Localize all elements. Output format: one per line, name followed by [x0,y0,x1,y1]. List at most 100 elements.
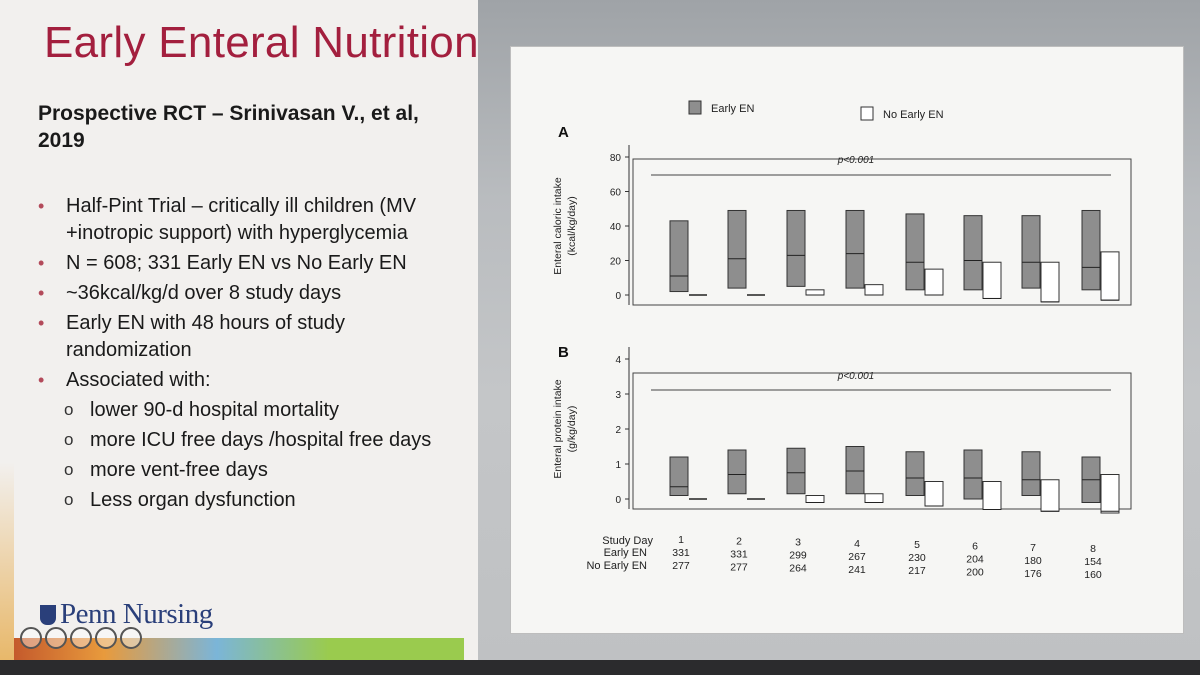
box-no-early-en-day-5 [924,481,944,507]
y-tick-label: 2 [615,425,621,436]
table-day-6: 6 [972,541,978,553]
panel-A-frame [632,158,1132,306]
table-early-en-day-1: 331 [672,547,690,559]
table-early-en-day-8: 154 [1084,556,1102,568]
y-tick-label: 60 [610,188,622,199]
box-no-early-en-day-3 [805,289,825,296]
bullet-item: Half-Pint Trial – critically ill childre… [30,193,470,247]
table-row-label-early-en: Early EN [604,547,647,559]
box-no-early-en-day-7 [1040,479,1060,512]
panel-A-y-label-line1: Enteral caloric intake [552,177,564,275]
bullet-item: Early EN with 48 hours of study randomiz… [30,310,470,364]
logo-text: Penn Nursing [60,598,213,630]
box-early-en-day-4 [845,209,865,289]
box-early-en-day-5 [905,213,925,291]
table-no-early-en-day-1: 277 [672,560,690,572]
penn-nursing-logo: Penn Nursing [40,598,213,631]
legend-label-no-early-en: No Early EN [883,109,944,121]
table-day-8: 8 [1090,543,1096,555]
bullet-list: Half-Pint Trial – critically ill childre… [30,193,470,517]
table-row-label-study-day: Study Day [602,535,653,547]
box-early-en-day-4 [845,446,865,495]
box-early-en-day-7 [1021,215,1041,289]
box-no-early-en-day-3 [805,495,825,503]
box-early-en-day-8 [1081,209,1101,291]
slide-title: Early Enteral Nutrition [44,18,479,67]
sub-bullet-item: Less organ dysfunction [30,486,470,514]
box-early-en-day-2 [727,209,747,289]
table-no-early-en-day-4: 241 [848,564,866,576]
table-no-early-en-day-3: 264 [789,563,807,575]
y-tick-label: 3 [615,390,621,401]
next-slide-icon[interactable] [120,627,142,649]
box-early-en-day-2 [727,449,747,495]
y-tick-label: 4 [615,355,621,366]
y-tick-label: 0 [615,495,621,506]
legend-swatch-early-en [688,100,702,115]
shield-icon [40,605,56,625]
slide-edge-strip [0,0,14,660]
y-tick-label: 40 [610,222,622,233]
box-no-early-en-day-5 [924,268,944,296]
box-early-en-day-1 [669,456,689,496]
panel-A-p-value: p<0.001 [837,155,874,166]
table-day-7: 7 [1030,542,1036,554]
panel-B-y-label-line1: Enteral protein intake [552,379,564,478]
box-early-en-day-3 [786,447,806,495]
bullet-item: N = 608; 331 Early EN vs No Early EN [30,250,470,277]
table-early-en-day-4: 267 [848,551,866,563]
table-early-en-day-3: 299 [789,550,807,562]
box-early-en-day-6 [963,215,983,291]
box-no-early-en-day-4 [864,284,884,296]
box-no-early-en-day-6 [982,481,1002,510]
bullet-item: Associated with: [30,367,470,394]
box-early-en-day-5 [905,451,925,496]
sub-bullet-item: lower 90-d hospital mortality [30,396,470,424]
panel-B-frame [632,372,1132,510]
zoom-icon[interactable] [70,627,92,649]
slide-subtitle: Prospective RCT – Srinivasan V., et al, … [38,102,419,152]
table-row-label-no-early-en: No Early EN [586,560,647,572]
table-no-early-en-day-8: 160 [1084,569,1102,581]
panel-B-y-label-line2: (g/kg/day) [566,406,578,453]
legend-label-early-en: Early EN [711,103,754,115]
panel-B-p-value: p<0.001 [837,371,874,382]
figure-card: Early EN No Early EN A 0 20 40 60 80 Enteral cal… [510,46,1184,634]
box-early-en-day-1 [669,220,689,293]
table-no-early-en-day-7: 176 [1024,568,1042,580]
table-day-2: 2 [736,535,742,547]
table-day-1: 1 [678,534,684,546]
prev-slide-icon[interactable] [20,627,42,649]
panel-A-letter: A [558,124,569,141]
table-day-4: 4 [854,538,860,550]
sub-bullet-item: more vent-free days [30,456,470,484]
table-no-early-en-day-5: 217 [908,565,926,577]
box-early-en-day-6 [963,449,983,500]
box-no-early-en-day-8 [1100,251,1120,301]
box-early-en-day-7 [1021,451,1041,496]
table-early-en-day-5: 230 [908,552,926,564]
box-no-early-en-day-7 [1040,261,1060,303]
box-early-en-day-3 [786,209,806,287]
y-tick-label: 1 [615,460,621,471]
pen-icon[interactable] [45,627,67,649]
sub-bullet-item: more ICU free days /hospital free days [30,426,470,454]
table-day-5: 5 [914,539,920,551]
y-tick-label: 20 [610,257,622,268]
panel-B-letter: B [558,344,569,361]
table-no-early-en-day-6: 200 [966,567,984,579]
panel-A-y-label-line2: (kcal/kg/day) [566,196,578,256]
bullet-item: ~36kcal/kg/d over 8 study days [30,280,470,307]
table-early-en-day-6: 204 [966,554,984,566]
slide-nav-controls[interactable] [20,627,145,654]
y-tick-label: 80 [610,153,622,164]
box-no-early-en-day-6 [982,261,1002,299]
box-no-early-en-day-4 [864,493,884,503]
more-icon[interactable] [95,627,117,649]
table-no-early-en-day-2: 277 [730,561,748,573]
table-early-en-day-2: 331 [730,548,748,560]
bottom-bezel [0,660,1200,675]
table-day-3: 3 [795,537,801,549]
legend-swatch-no-early-en [860,106,874,121]
